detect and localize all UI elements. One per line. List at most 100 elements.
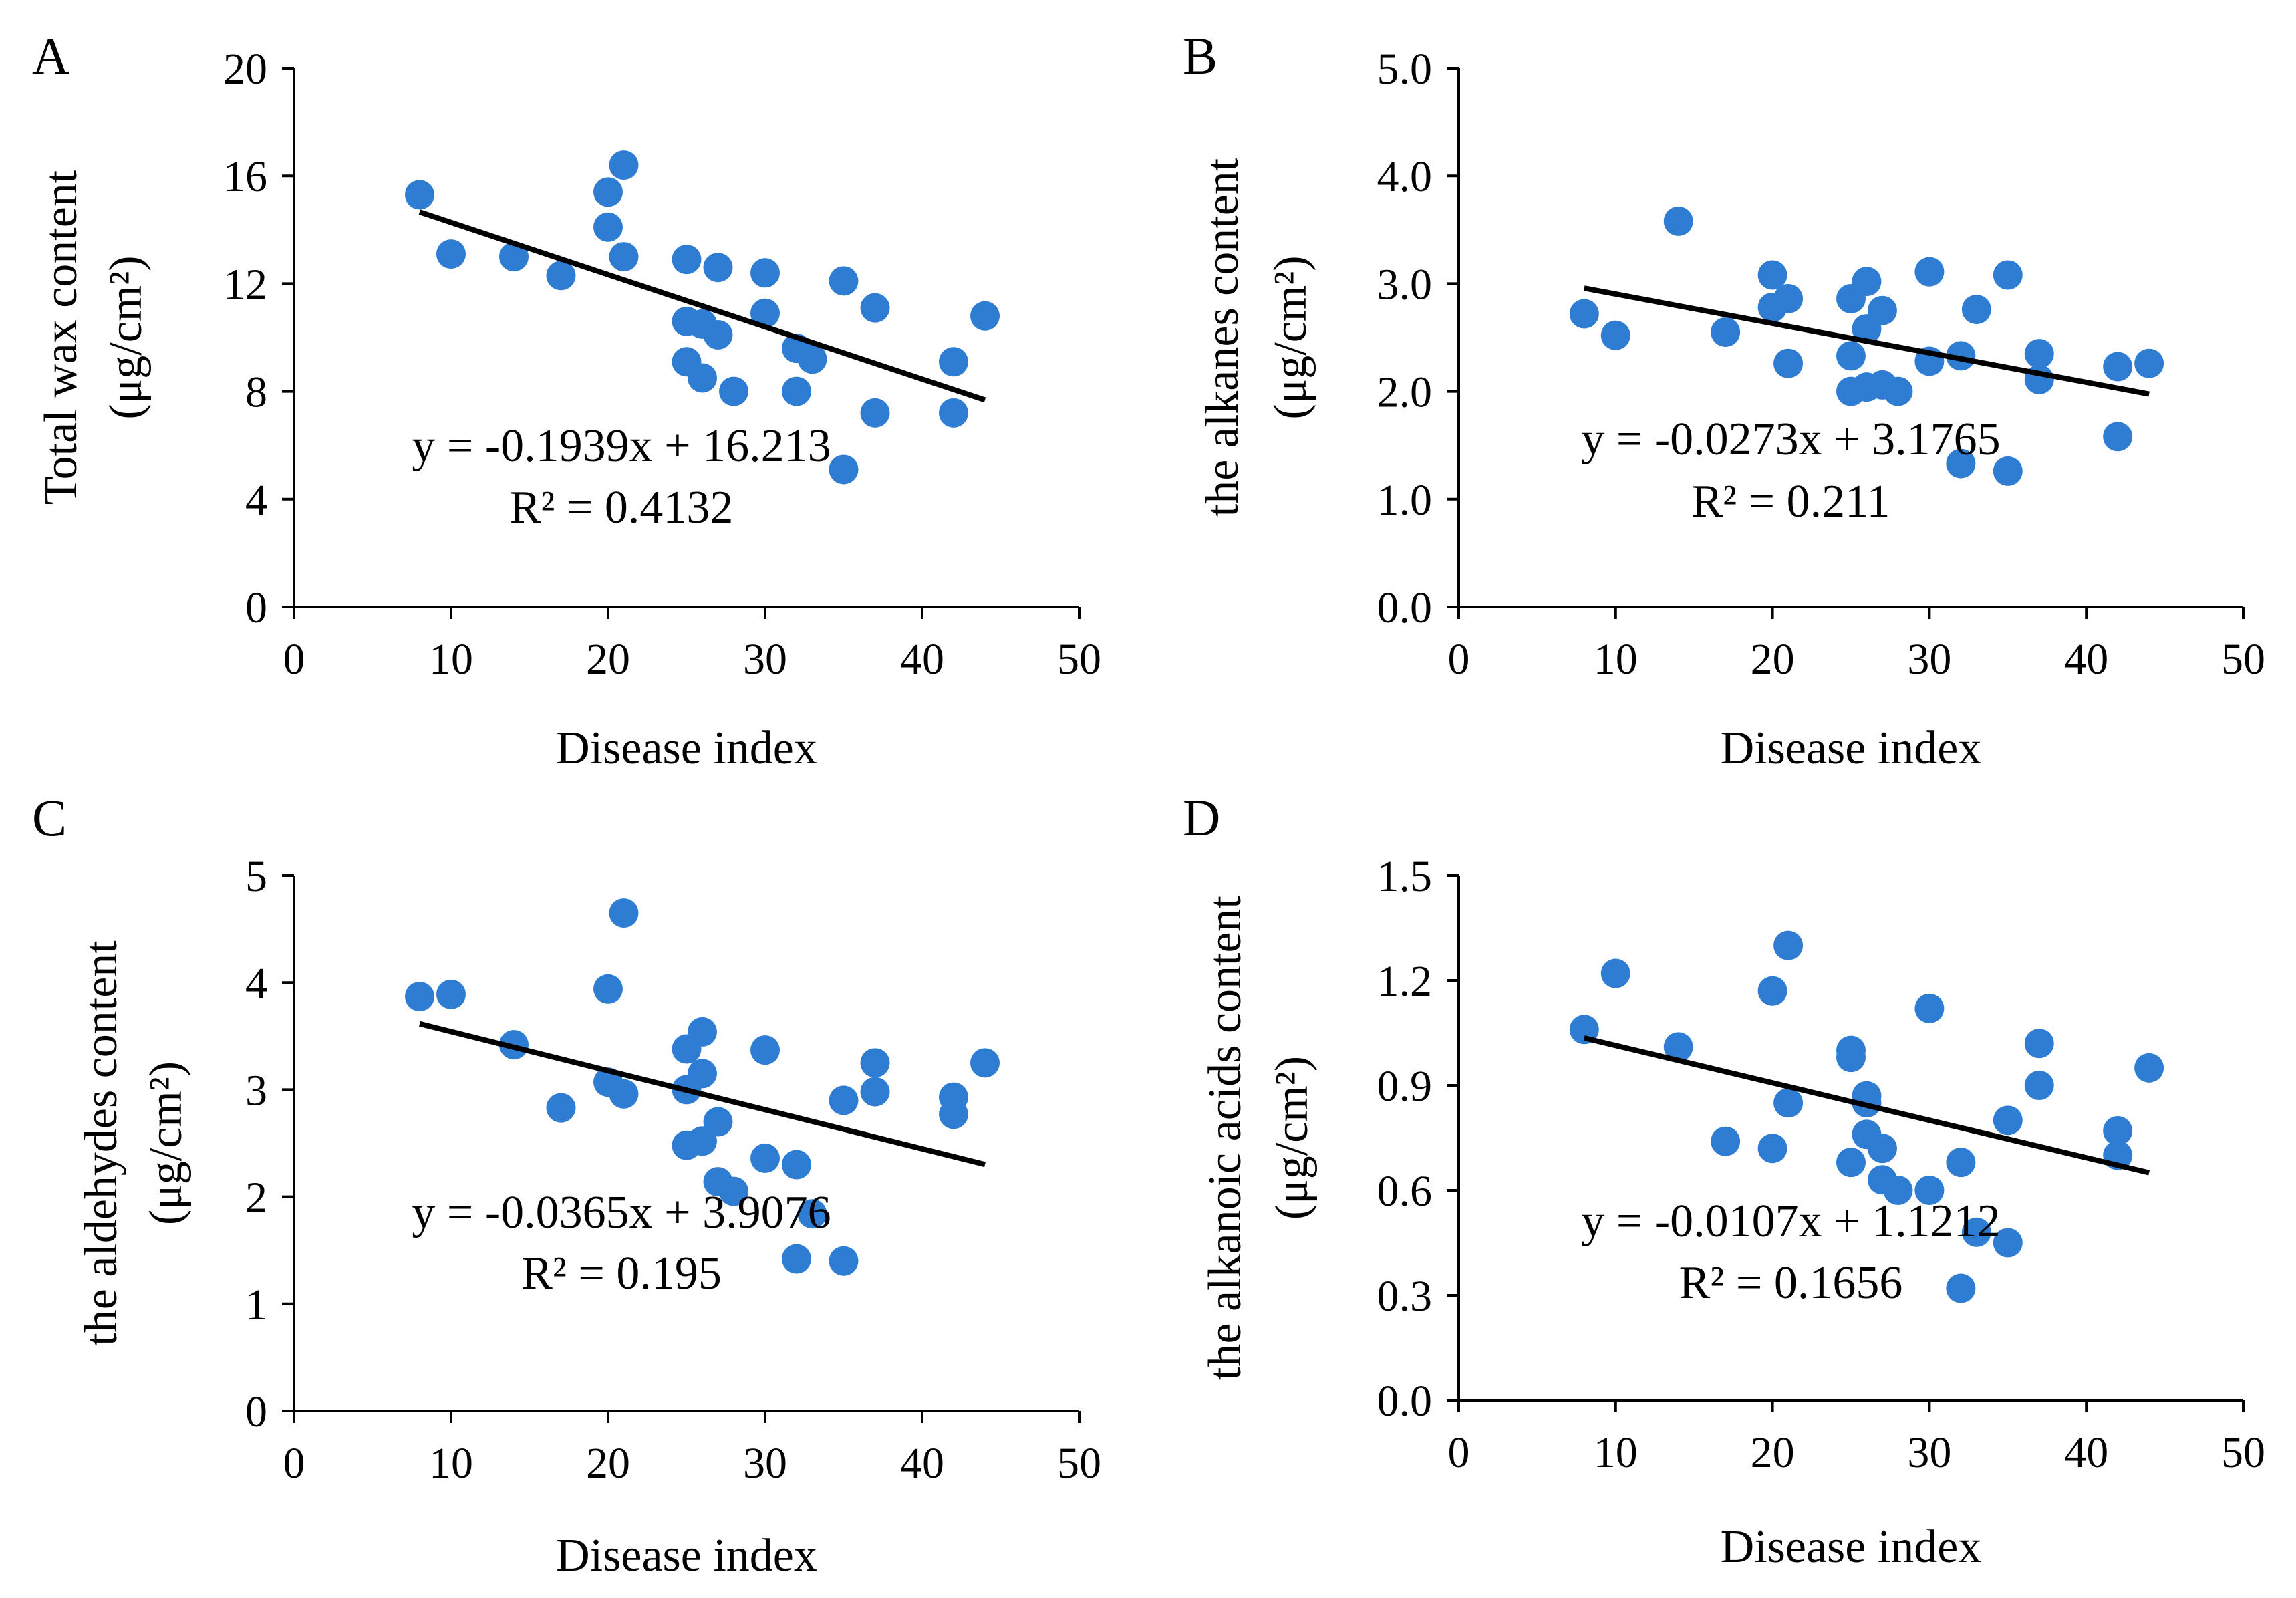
trendline bbox=[419, 1021, 986, 1168]
data-point bbox=[609, 242, 639, 272]
x-tick-label: 0 bbox=[1448, 635, 1470, 684]
data-point bbox=[1663, 1032, 1693, 1062]
data-point bbox=[829, 454, 859, 485]
x-tick-label: 40 bbox=[2064, 1428, 2108, 1477]
x-tick-label: 0 bbox=[1448, 1428, 1470, 1477]
r-squared-label: R² = 0.195 bbox=[521, 1248, 722, 1299]
data-point bbox=[860, 398, 890, 428]
data-point bbox=[1852, 267, 1882, 297]
data-point bbox=[970, 301, 1000, 331]
data-point bbox=[1867, 1134, 1897, 1164]
x-tick-label: 50 bbox=[2221, 635, 2265, 684]
data-point bbox=[2103, 1116, 2133, 1146]
y-tick-label: 2 bbox=[245, 1174, 267, 1222]
regression-equation: y = -0.0365x + 3.9076 bbox=[412, 1187, 831, 1238]
x-tick-label: 20 bbox=[1751, 635, 1795, 684]
y-axis-title: the aldehydes content bbox=[76, 940, 127, 1346]
y-tick-label: 0.6 bbox=[1377, 1167, 1433, 1216]
data-point bbox=[2024, 1029, 2054, 1059]
panel-letter: B bbox=[1183, 27, 1217, 85]
panel-d: D 0.0 0.3 0.6 0.9 1.2 1.5 0 10 20 30 40 50 Disease in… bbox=[1183, 789, 2265, 1573]
panel-a: A 0 4 8 12 16 20 0 10 20 30 40 50 Disease index Total … bbox=[32, 27, 1101, 774]
x-tick-label: 10 bbox=[429, 1439, 473, 1488]
data-point bbox=[436, 239, 466, 269]
y-tick-label: 5.0 bbox=[1377, 45, 1433, 94]
data-point bbox=[593, 974, 623, 1004]
y-axis-unit: (μg/cm²) bbox=[100, 255, 152, 419]
data-point bbox=[405, 982, 434, 1012]
data-point bbox=[609, 898, 639, 928]
r-squared-label: R² = 0.211 bbox=[1691, 476, 1890, 527]
data-point bbox=[2103, 352, 2133, 382]
x-axis-title: Disease index bbox=[1721, 1521, 1982, 1573]
data-point bbox=[546, 1093, 576, 1123]
y-tick-label: 0.0 bbox=[1377, 1377, 1433, 1426]
trendline bbox=[1584, 285, 2150, 397]
y-tick-label: 0.9 bbox=[1377, 1062, 1433, 1111]
x-tick-label: 50 bbox=[1057, 635, 1101, 684]
data-point bbox=[609, 1079, 639, 1109]
y-axis-title: the alkanoic acids content bbox=[1199, 895, 1251, 1380]
y-tick-label: 16 bbox=[223, 152, 267, 201]
y-tick-label: 5 bbox=[245, 852, 267, 901]
data-point bbox=[750, 298, 780, 328]
y-tick-label: 12 bbox=[223, 260, 267, 309]
y-tick-label: 0 bbox=[245, 1387, 267, 1436]
x-tick-label: 10 bbox=[429, 635, 473, 684]
data-point bbox=[1946, 448, 1976, 479]
x-tick-label: 20 bbox=[1751, 1428, 1795, 1477]
y-axis-unit: (μg/cm²) bbox=[140, 1061, 192, 1225]
x-tick-label: 30 bbox=[1907, 635, 1951, 684]
regression-equation: y = -0.0107x + 1.1212 bbox=[1581, 1196, 2000, 1247]
x-tick-label: 30 bbox=[743, 1439, 787, 1488]
data-point bbox=[797, 344, 827, 374]
data-point bbox=[2024, 1071, 2054, 1100]
data-point bbox=[719, 376, 748, 406]
x-axis-title: Disease index bbox=[556, 1530, 817, 1581]
data-point bbox=[797, 1199, 827, 1229]
y-tick-label: 0.3 bbox=[1377, 1272, 1433, 1321]
data-point bbox=[499, 242, 529, 272]
data-point bbox=[719, 1176, 748, 1206]
data-point bbox=[1946, 1148, 1976, 1178]
data-point bbox=[1711, 1126, 1741, 1156]
data-point bbox=[1569, 299, 1599, 329]
data-point bbox=[1946, 1273, 1976, 1303]
data-point bbox=[703, 1107, 733, 1137]
y-tick-label: 1.5 bbox=[1377, 852, 1433, 901]
y-tick-label: 3 bbox=[245, 1066, 267, 1115]
x-tick-label: 50 bbox=[2221, 1428, 2265, 1477]
x-tick-label: 30 bbox=[743, 635, 787, 684]
data-point bbox=[750, 258, 780, 288]
data-point bbox=[1914, 1176, 1945, 1205]
trendline bbox=[1583, 1035, 2150, 1176]
y-tick-label: 0 bbox=[245, 583, 267, 632]
regression-equation: y = -0.0273x + 3.1765 bbox=[1581, 414, 2000, 465]
data-point bbox=[939, 1099, 968, 1129]
x-tick-label: 0 bbox=[283, 1439, 305, 1488]
y-tick-label: 4 bbox=[245, 476, 267, 525]
x-tick-label: 40 bbox=[900, 635, 944, 684]
y-tick-label: 4 bbox=[245, 959, 267, 1008]
y-axis-unit: (μg/cm²) bbox=[1266, 1056, 1318, 1220]
y-tick-label: 3.0 bbox=[1377, 260, 1433, 309]
panel-letter: A bbox=[32, 27, 69, 85]
data-point bbox=[1773, 1088, 1804, 1118]
data-point bbox=[703, 253, 733, 283]
data-point bbox=[1757, 260, 1787, 290]
data-point bbox=[860, 1077, 890, 1107]
data-point bbox=[1600, 320, 1630, 350]
data-point bbox=[1993, 1105, 2023, 1136]
data-point bbox=[782, 376, 811, 406]
data-point bbox=[750, 1035, 780, 1065]
y-tick-label: 0.0 bbox=[1377, 583, 1433, 632]
x-tick-label: 50 bbox=[1057, 1439, 1101, 1488]
y-tick-label: 1.0 bbox=[1377, 476, 1433, 525]
data-point bbox=[405, 180, 434, 210]
data-point bbox=[1773, 348, 1804, 378]
trendline bbox=[418, 209, 986, 403]
data-point bbox=[1773, 930, 1804, 960]
